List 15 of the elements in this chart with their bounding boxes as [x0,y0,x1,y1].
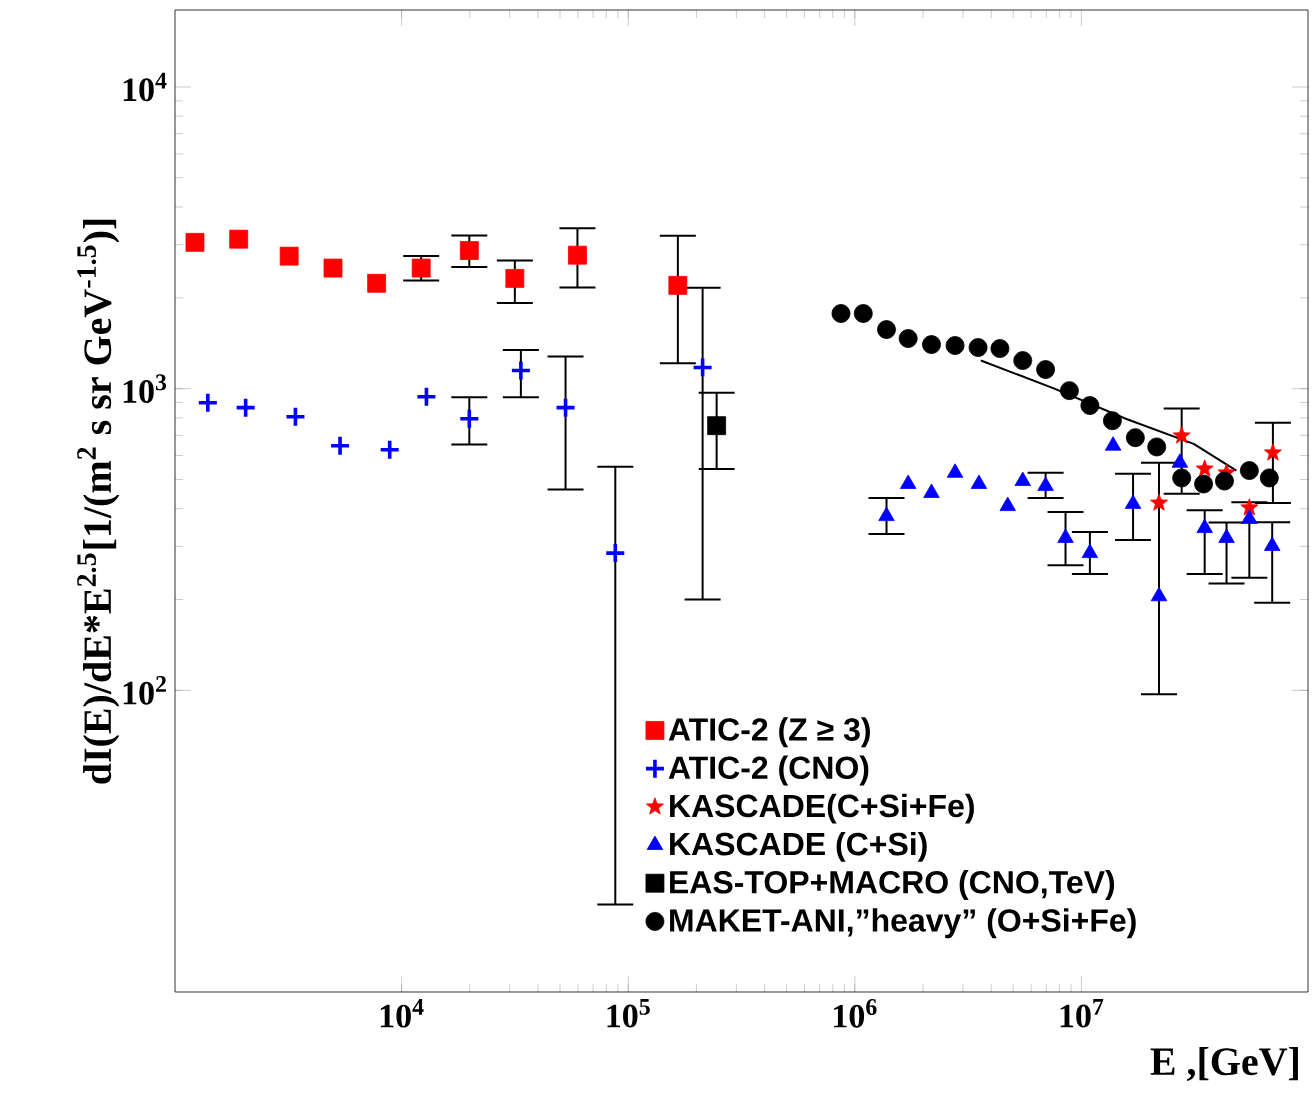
legend-label: MAKET-ANI,”heavy” (O+Si+Fe) [670,908,1136,939]
x-axis-title: E ,[GeV] [1150,1047,1298,1081]
x-tick-label: 10$^{4}$ [380,999,424,1028]
legend-label: EAS-TOP+MACRO (CNO,TeV) [670,870,1115,900]
legend-label: KASCADE(C+Si+Fe) [670,793,974,824]
y-tick-label: 10$^{4}$ [123,72,167,102]
x-tick-label: 10$^{6}$ [834,999,877,1028]
y-tick-label: 10$^{2}$ [123,675,166,705]
legend-label: KASCADE (C+Si) [670,831,927,862]
legend-label: ATIC-2 (CNO) [668,755,869,786]
x-tick-label: 10$^{5}$ [607,999,650,1028]
legend-label: ATIC-2 (Z ≥ 3) [668,717,870,748]
y-axis-title: dI(E)/dE*E$^{2.5}$[1/(m$^{2}$ s sr GeV$^{-1.5}$)] [77,219,120,784]
x-tick-label: 10$^{7}$ [1060,999,1104,1028]
y-tick-label: 10$^{3}$ [123,374,167,403]
